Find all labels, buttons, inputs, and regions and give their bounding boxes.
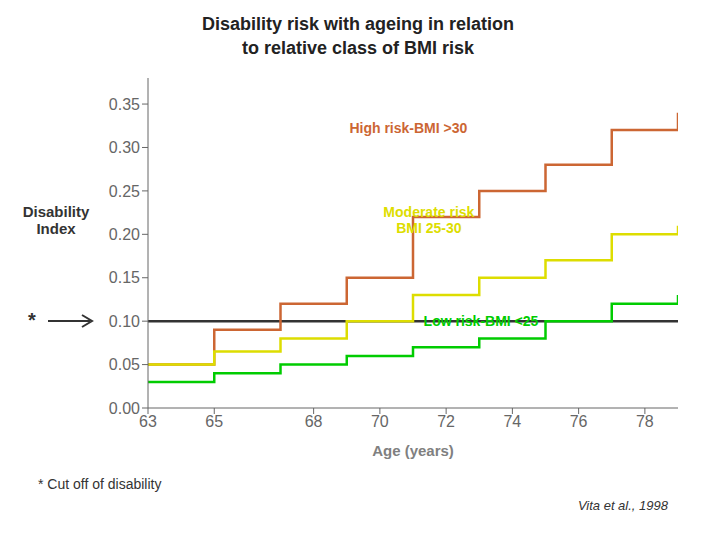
svg-text:76: 76 — [570, 413, 588, 430]
svg-text:63: 63 — [139, 413, 157, 430]
svg-text:0.35: 0.35 — [109, 96, 140, 113]
html-text:Moderate risk BMI 25-30: Moderate risk BMI 25-30 — [383, 204, 475, 237]
svg-text:0.20: 0.20 — [109, 226, 140, 243]
html-text:* Cut off of disability: * Cut off of disability — [38, 476, 162, 492]
html-text:Vita et al., 1998: Vita et al., 1998 — [577, 498, 668, 513]
svg-text:68: 68 — [305, 413, 323, 430]
svg-text:65: 65 — [205, 413, 223, 430]
svg-text:0.00: 0.00 — [109, 400, 140, 417]
svg-text:72: 72 — [437, 413, 455, 430]
svg-text:0.30: 0.30 — [109, 139, 140, 156]
svg-text:0.10: 0.10 — [109, 313, 140, 330]
svg-text:74: 74 — [503, 413, 521, 430]
html-text:High risk-BMI >30: High risk-BMI >30 — [349, 120, 468, 137]
html-text:Low risk-BMI <25: Low risk-BMI <25 — [423, 312, 539, 329]
svg-text:70: 70 — [371, 413, 389, 430]
svg-text:0.25: 0.25 — [109, 183, 140, 200]
svg-text:0.05: 0.05 — [109, 356, 140, 373]
svg-text:78: 78 — [636, 413, 654, 430]
svg-text:Age (years): Age (years) — [372, 442, 454, 459]
svg-text:0.15: 0.15 — [109, 269, 140, 286]
html-text:Disability Index: Disability Index — [22, 203, 90, 238]
html-text:Disability risk with ageing in: Disability risk with ageing in relation … — [202, 14, 514, 58]
